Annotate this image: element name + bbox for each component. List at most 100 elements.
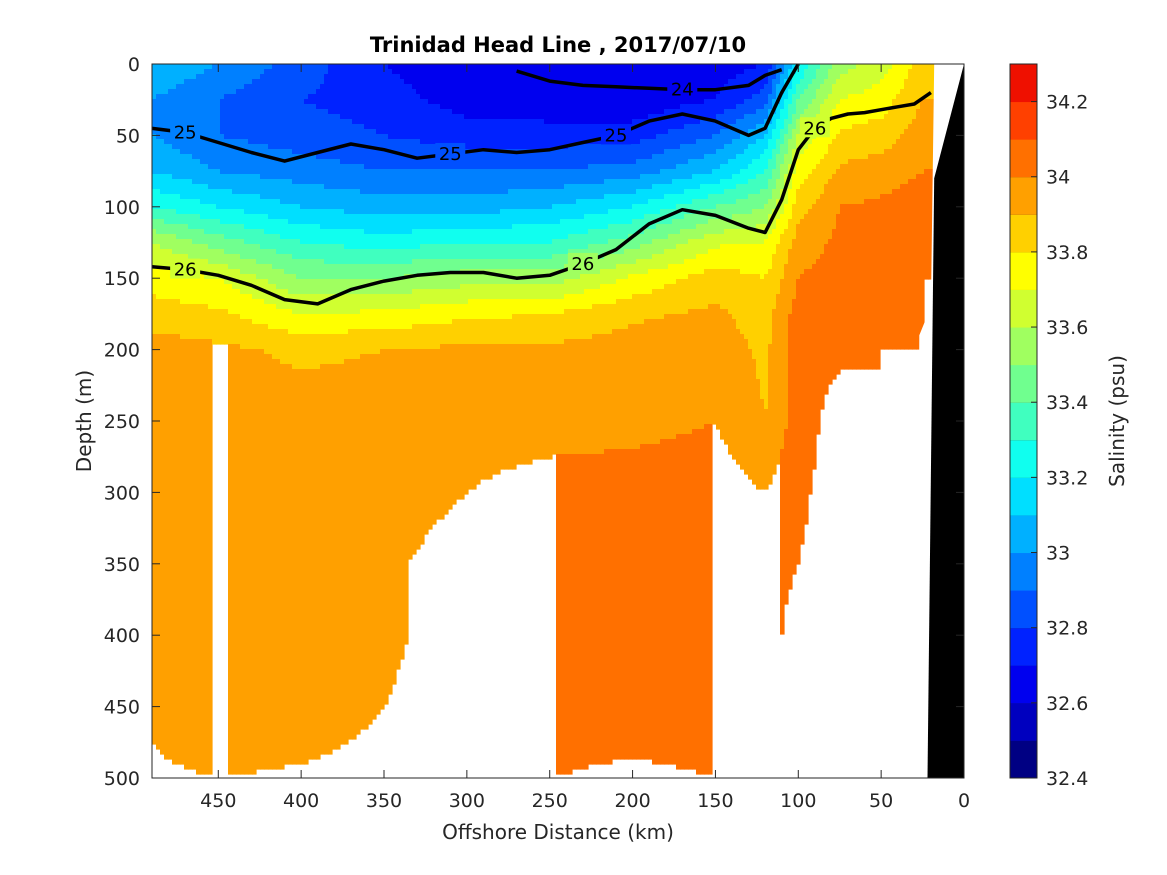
- salinity-cell: [552, 314, 557, 345]
- salinity-cell: [876, 119, 881, 155]
- salinity-cell: [236, 139, 241, 175]
- salinity-cell: [668, 129, 673, 150]
- salinity-cell: [328, 229, 333, 245]
- salinity-cell: [532, 209, 537, 225]
- salinity-cell: [748, 144, 753, 165]
- salinity-cell: [472, 299, 477, 320]
- salinity-cell: [624, 179, 629, 195]
- salinity-cell: [796, 224, 801, 280]
- salinity-cell: [640, 204, 645, 220]
- salinity-cell: [520, 344, 525, 465]
- salinity-cell: [544, 299, 549, 315]
- x-tick-label: 350: [366, 790, 402, 812]
- salinity-cell: [804, 89, 809, 110]
- salinity-cell: [556, 64, 561, 125]
- salinity-cell: [676, 109, 681, 130]
- salinity-cell: [412, 229, 417, 250]
- salinity-cell: [668, 194, 673, 210]
- contour-label: 26: [174, 260, 197, 281]
- salinity-cell: [180, 304, 185, 340]
- salinity-cell: [652, 319, 657, 445]
- salinity-cell: [672, 439, 677, 765]
- salinity-cell: [420, 194, 425, 215]
- salinity-cell: [832, 109, 837, 140]
- salinity-cell: [620, 224, 625, 240]
- salinity-cell: [180, 84, 185, 155]
- salinity-cell: [812, 169, 817, 205]
- salinity-cell: [700, 139, 705, 160]
- salinity-cell: [468, 284, 473, 300]
- salinity-cell: [848, 94, 853, 130]
- salinity-cell: [360, 264, 365, 280]
- salinity-cell: [652, 444, 657, 765]
- salinity-cell: [568, 309, 573, 340]
- salinity-cell: [328, 364, 333, 755]
- salinity-cell: [316, 244, 321, 260]
- salinity-cell: [748, 179, 753, 195]
- salinity-cell: [828, 144, 833, 180]
- salinity-cell: [368, 249, 373, 265]
- salinity-cell: [520, 64, 525, 120]
- salinity-cell: [160, 249, 165, 270]
- salinity-cell: [348, 189, 353, 215]
- salinity-cell: [584, 169, 589, 185]
- salinity-cell: [560, 254, 565, 270]
- salinity-cell: [308, 259, 313, 280]
- salinity-cell: [240, 259, 245, 275]
- salinity-cell: [228, 224, 233, 240]
- salinity-cell: [488, 64, 493, 120]
- salinity-cell: [668, 234, 673, 250]
- salinity-cell: [384, 349, 389, 705]
- salinity-cell: [312, 154, 317, 185]
- salinity-cell: [548, 224, 553, 245]
- salinity-cell: [280, 149, 285, 180]
- salinity-cell: [660, 289, 665, 320]
- salinity-cell: [304, 259, 309, 280]
- salinity-cell: [396, 329, 401, 350]
- salinity-cell: [232, 174, 237, 195]
- salinity-cell: [212, 249, 217, 265]
- salinity-cell: [192, 79, 197, 160]
- salinity-cell: [460, 259, 465, 270]
- salinity-cell: [456, 289, 461, 305]
- salinity-cell: [596, 454, 601, 765]
- salinity-cell: [892, 144, 897, 190]
- salinity-cell: [436, 244, 441, 260]
- salinity-cell: [648, 269, 653, 295]
- salinity-cell: [628, 164, 633, 180]
- salinity-cell: [848, 204, 853, 370]
- salinity-cell: [692, 124, 697, 145]
- salinity-cell: [636, 179, 641, 190]
- salinity-cell: [508, 209, 513, 230]
- salinity-cell: [760, 89, 765, 110]
- salinity-cell: [508, 119, 513, 150]
- salinity-cell: [160, 234, 165, 250]
- salinity-cell: [172, 179, 177, 195]
- salinity-cell: [788, 139, 793, 165]
- salinity-cell: [672, 129, 677, 150]
- salinity-cell: [840, 164, 845, 205]
- salinity-cell: [504, 284, 509, 300]
- salinity-cell: [444, 274, 449, 290]
- salinity-cell: [348, 164, 353, 190]
- salinity-cell: [688, 274, 693, 310]
- salinity-cell: [804, 269, 809, 525]
- salinity-cell: [664, 239, 669, 250]
- salinity-cell: [212, 64, 217, 170]
- salinity-cell: [804, 179, 809, 215]
- salinity-cell: [360, 64, 365, 125]
- salinity-cell: [212, 169, 217, 190]
- salinity-cell: [684, 259, 689, 280]
- salinity-cell: [824, 244, 829, 395]
- salinity-cell: [640, 219, 645, 235]
- salinity-cell: [400, 79, 405, 140]
- salinity-cell: [480, 269, 485, 285]
- salinity-cell: [700, 174, 705, 185]
- salinity-cell: [368, 329, 373, 355]
- salinity-cell: [736, 154, 741, 175]
- salinity-cell: [760, 279, 765, 400]
- salinity-cell: [560, 124, 565, 150]
- salinity-cell: [228, 209, 233, 225]
- salinity-cell: [648, 259, 653, 270]
- colorbar-tick-label: 32.6: [1046, 693, 1088, 715]
